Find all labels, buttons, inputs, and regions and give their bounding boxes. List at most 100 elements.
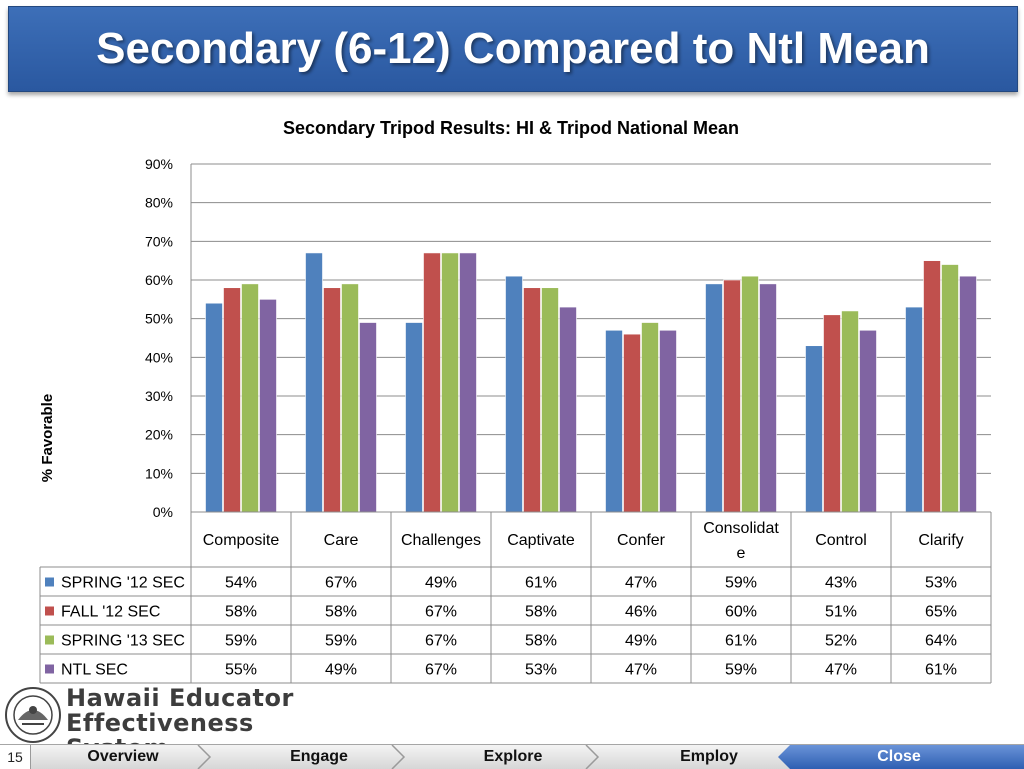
bar	[823, 314, 841, 513]
nav-close[interactable]: Close	[877, 748, 921, 765]
bar	[805, 345, 823, 513]
y-tick-label: 30%	[145, 388, 173, 404]
table-value: 54%	[225, 575, 257, 592]
bar	[541, 287, 559, 513]
table-value: 59%	[325, 633, 357, 650]
bar	[505, 275, 523, 513]
x-category-label: Challenges	[401, 532, 481, 549]
nav-employ[interactable]: Employ	[680, 748, 738, 765]
legend-swatch	[45, 635, 54, 645]
nav-engage[interactable]: Engage	[290, 748, 348, 765]
y-axis-label: % Favorable	[39, 394, 56, 482]
slide-number: 15	[0, 745, 31, 769]
bar	[205, 302, 223, 513]
bar	[423, 252, 441, 513]
chart-title: Secondary Tripod Results: HI & Tripod Na…	[283, 118, 739, 138]
legend-series-name: SPRING '13 SEC	[61, 633, 185, 650]
table-value: 46%	[625, 604, 657, 621]
legend-swatch	[45, 606, 54, 616]
y-tick-label: 20%	[145, 427, 173, 443]
y-tick-label: 80%	[145, 195, 173, 211]
y-tick-label: 90%	[145, 156, 173, 172]
table-value: 47%	[625, 662, 657, 679]
table-value: 64%	[925, 633, 957, 650]
table-value: 61%	[725, 633, 757, 650]
nav-explore[interactable]: Explore	[483, 748, 543, 765]
table-value: 59%	[725, 575, 757, 592]
bar	[841, 310, 859, 513]
table-value: 58%	[525, 604, 557, 621]
x-category-label: Composite	[203, 532, 280, 549]
table-value: 53%	[525, 662, 557, 679]
table-value: 60%	[725, 604, 757, 621]
table-value: 67%	[425, 633, 457, 650]
table-value: 47%	[625, 575, 657, 592]
nav-overview[interactable]: Overview	[87, 748, 159, 765]
table-value: 49%	[425, 575, 457, 592]
table-value: 67%	[325, 575, 357, 592]
table-value: 47%	[825, 662, 857, 679]
table-value: 43%	[825, 575, 857, 592]
bar	[359, 322, 377, 513]
bar	[705, 283, 723, 513]
bar	[459, 252, 477, 513]
nav-separator-arrow-icon	[391, 745, 406, 769]
table-value: 55%	[225, 662, 257, 679]
slide-title: Secondary (6-12) Compared to Ntl Mean	[96, 24, 930, 73]
legend-series-name: SPRING '12 SEC	[61, 575, 185, 592]
legend-series-name: NTL SEC	[61, 662, 128, 679]
table-value: 59%	[225, 633, 257, 650]
table-value: 58%	[325, 604, 357, 621]
bar	[241, 283, 259, 513]
table-value: 51%	[825, 604, 857, 621]
bar	[859, 329, 877, 513]
bar	[323, 287, 341, 513]
legend-series-name: FALL '12 SEC	[61, 604, 160, 621]
table-value: 61%	[925, 662, 957, 679]
department-of-education-seal-icon	[5, 687, 61, 743]
x-category-label: Clarify	[918, 532, 963, 549]
bar	[641, 322, 659, 513]
bar	[659, 329, 677, 513]
nav-separator-arrow-icon	[197, 745, 212, 769]
bar	[559, 306, 577, 513]
table-value: 65%	[925, 604, 957, 621]
legend-swatch	[45, 577, 54, 587]
nav-separator-arrow-icon	[585, 745, 600, 769]
bar	[623, 333, 641, 513]
table-value: 52%	[825, 633, 857, 650]
y-tick-label: 50%	[145, 311, 173, 327]
bar	[405, 322, 423, 513]
nav-close-highlight	[778, 745, 1024, 769]
x-category-label: Captivate	[507, 532, 575, 549]
y-tick-label: 60%	[145, 272, 173, 288]
y-tick-label: 10%	[145, 465, 173, 481]
table-value: 58%	[525, 633, 557, 650]
x-category-label: Care	[324, 532, 359, 549]
bar	[959, 275, 977, 513]
x-category-label: Confer	[617, 532, 666, 549]
bar	[223, 287, 241, 513]
x-category-label: Consolidat e	[703, 520, 779, 562]
title-banner: Secondary (6-12) Compared to Ntl Mean	[8, 6, 1018, 92]
table-value: 59%	[725, 662, 757, 679]
bar	[905, 306, 923, 513]
bar	[941, 264, 959, 513]
y-tick-label: 40%	[145, 349, 173, 365]
bar	[305, 252, 323, 513]
bar	[523, 287, 541, 513]
table-value: 53%	[925, 575, 957, 592]
table-value: 49%	[625, 633, 657, 650]
y-tick-label: 70%	[145, 233, 173, 249]
table-value: 67%	[425, 662, 457, 679]
bar	[741, 275, 759, 513]
table-value: 49%	[325, 662, 357, 679]
table-value: 58%	[225, 604, 257, 621]
navigation-bar: 15 Overview Engage Explore Employ Close	[0, 744, 1024, 769]
bar	[341, 283, 359, 513]
logo-line-1: Hawaii Educator	[66, 684, 294, 712]
legend-swatch	[45, 664, 54, 674]
logo: Hawaii Educator Effectiveness System	[4, 684, 344, 761]
bar	[923, 260, 941, 513]
bar	[759, 283, 777, 513]
